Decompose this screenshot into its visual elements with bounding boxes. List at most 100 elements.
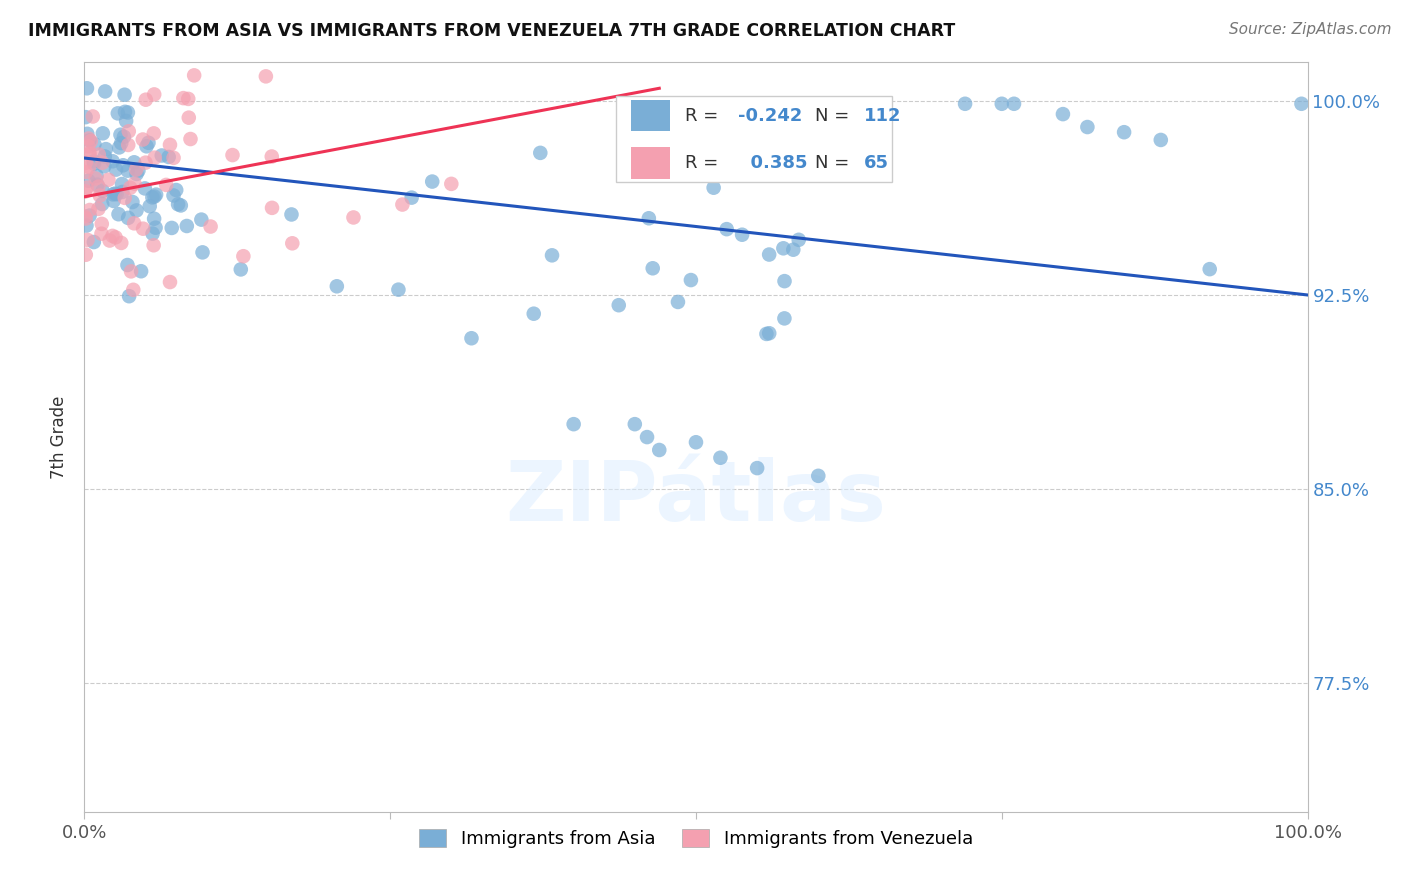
Point — [420, 175, 443, 189]
Point — [91, 155, 114, 169]
Point — [90, 217, 112, 231]
Point — [177, 111, 200, 125]
Point — [176, 219, 198, 233]
Point — [127, 163, 149, 178]
Point — [607, 298, 630, 312]
Text: R =: R = — [685, 154, 724, 172]
Point — [86, 169, 108, 183]
Point — [93, 159, 115, 173]
Point — [111, 185, 134, 199]
Point — [104, 186, 127, 201]
Point — [666, 295, 689, 310]
Point — [1002, 96, 1025, 111]
Text: 65: 65 — [863, 154, 889, 172]
Point — [135, 93, 157, 107]
Point — [79, 209, 101, 223]
Point — [460, 331, 482, 345]
Point — [75, 248, 97, 262]
Point — [679, 273, 702, 287]
Point — [155, 178, 177, 192]
Point — [141, 190, 163, 204]
Point — [87, 202, 110, 216]
FancyBboxPatch shape — [616, 96, 891, 182]
Point — [138, 136, 160, 150]
Point — [75, 211, 97, 226]
Point — [77, 160, 100, 174]
Point — [637, 211, 659, 226]
Point — [79, 202, 101, 217]
Point — [170, 198, 193, 212]
Point — [103, 194, 125, 208]
Point — [82, 110, 104, 124]
Point — [162, 188, 184, 202]
Point — [87, 147, 110, 161]
Point — [118, 289, 141, 303]
Point — [1291, 96, 1313, 111]
Point — [772, 241, 794, 255]
Point — [1150, 133, 1173, 147]
Point — [114, 87, 136, 102]
Point — [125, 167, 148, 181]
Point — [108, 140, 131, 154]
Text: N =: N = — [814, 106, 855, 125]
Point — [142, 227, 165, 241]
Point — [75, 165, 97, 179]
Point — [787, 233, 810, 247]
Point — [84, 171, 107, 186]
Text: 112: 112 — [863, 106, 901, 125]
Point — [76, 219, 98, 233]
Point — [229, 262, 252, 277]
Point — [326, 279, 349, 293]
Text: IMMIGRANTS FROM ASIA VS IMMIGRANTS FROM VENEZUELA 7TH GRADE CORRELATION CHART: IMMIGRANTS FROM ASIA VS IMMIGRANTS FROM … — [28, 22, 955, 40]
Point — [122, 155, 145, 169]
Point — [77, 131, 100, 145]
Point — [111, 177, 134, 191]
Point — [112, 158, 135, 172]
Point — [138, 199, 160, 213]
Point — [716, 222, 738, 236]
Point — [91, 197, 114, 211]
Point — [118, 124, 141, 138]
Point — [280, 207, 302, 221]
Point — [115, 114, 138, 128]
Point — [1076, 120, 1098, 134]
Point — [76, 180, 98, 194]
Point — [143, 151, 166, 165]
Point — [83, 154, 105, 169]
Point — [76, 127, 98, 141]
Point — [110, 136, 132, 150]
Point — [76, 81, 98, 95]
Point — [159, 275, 181, 289]
Point — [110, 128, 132, 142]
Text: Source: ZipAtlas.com: Source: ZipAtlas.com — [1229, 22, 1392, 37]
Point — [120, 264, 142, 278]
Point — [114, 104, 136, 119]
Point — [221, 148, 243, 162]
Point — [94, 142, 117, 156]
Point — [87, 179, 110, 194]
Point — [401, 191, 423, 205]
Point — [97, 173, 120, 187]
Point — [755, 326, 778, 341]
Point — [747, 461, 769, 475]
Point — [80, 134, 103, 148]
Point — [773, 311, 796, 326]
Point — [132, 132, 155, 146]
Point — [79, 133, 101, 147]
Point — [75, 185, 97, 199]
Point — [143, 87, 166, 102]
Point — [636, 430, 658, 444]
Point — [101, 228, 124, 243]
Point — [122, 216, 145, 230]
Point — [160, 221, 183, 235]
Point — [529, 145, 551, 160]
Y-axis label: 7th Grade: 7th Grade — [51, 395, 69, 479]
Point — [773, 274, 796, 288]
Point — [165, 183, 187, 197]
Point — [91, 126, 114, 140]
Text: N =: N = — [814, 154, 855, 172]
Point — [125, 203, 148, 218]
Point — [254, 70, 277, 84]
Point — [142, 127, 165, 141]
Text: 0.385: 0.385 — [738, 154, 807, 172]
